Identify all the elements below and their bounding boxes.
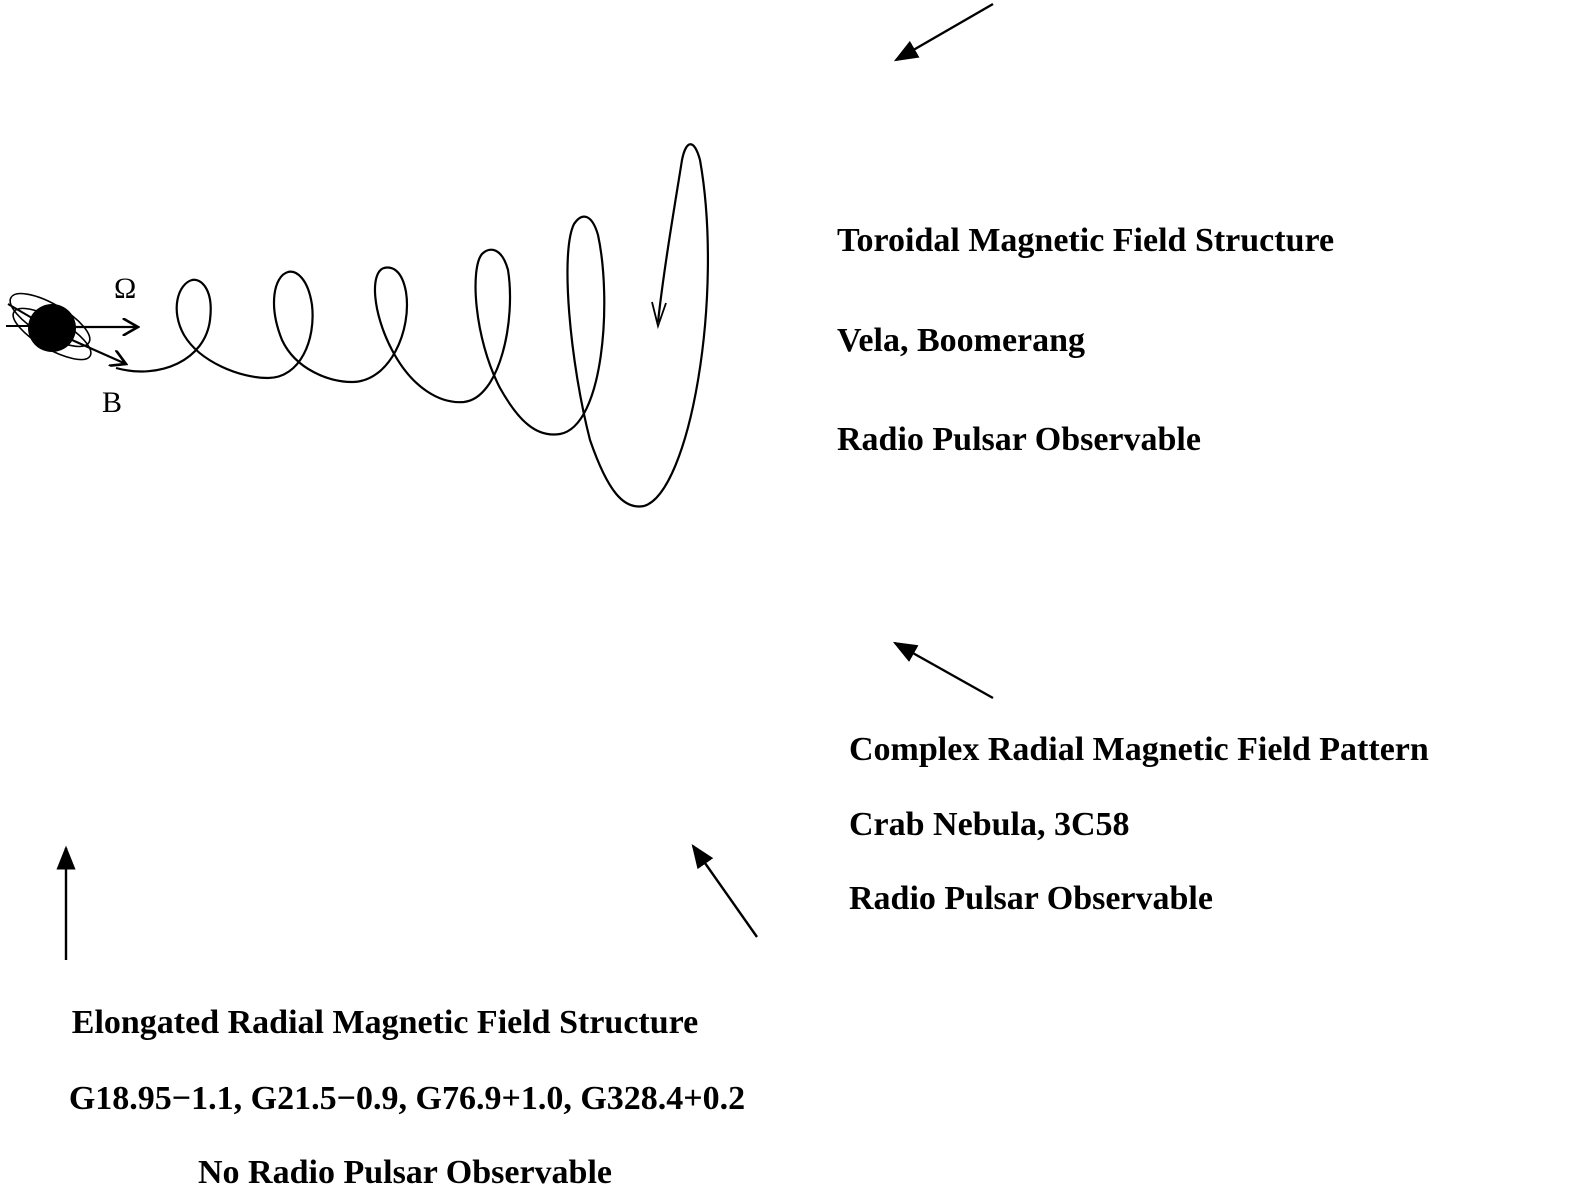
toroidal-title: Toroidal Magnetic Field Structure [837, 222, 1335, 259]
complex-radial-examples: Crab Nebula, 3C58 [849, 806, 1130, 843]
toroidal-pulsar-status: Radio Pulsar Observable [837, 421, 1201, 458]
elongated-radial-pulsar-status: No Radio Pulsar Observable [197, 1154, 613, 1191]
complex-radial-pulsar-status: Radio Pulsar Observable [849, 880, 1213, 917]
complex-radial-second-arrow [691, 844, 758, 938]
b-label: B [102, 386, 123, 419]
complex-radial-title: Complex Radial Magnetic Field Pattern [849, 731, 1429, 768]
elongated-radial-examples: G18.95−1.1, G21.5−0.9, G76.9+1.0, G328.4… [68, 1080, 746, 1117]
b-arrow [71, 338, 126, 364]
magnetic-axis-tail [7, 303, 33, 319]
toroidal-examples: Vela, Boomerang [837, 322, 1086, 359]
pulsar-star [28, 304, 76, 352]
spiral-field-line [115, 143, 709, 508]
toroidal-pointer-arrow [893, 2, 994, 62]
spiral-arrowhead [651, 301, 667, 330]
elongated-radial-title: Elongated Radial Magnetic Field Structur… [71, 1004, 699, 1041]
complex-radial-pointer-arrow [892, 641, 994, 700]
omega-label: Ω [114, 272, 137, 305]
